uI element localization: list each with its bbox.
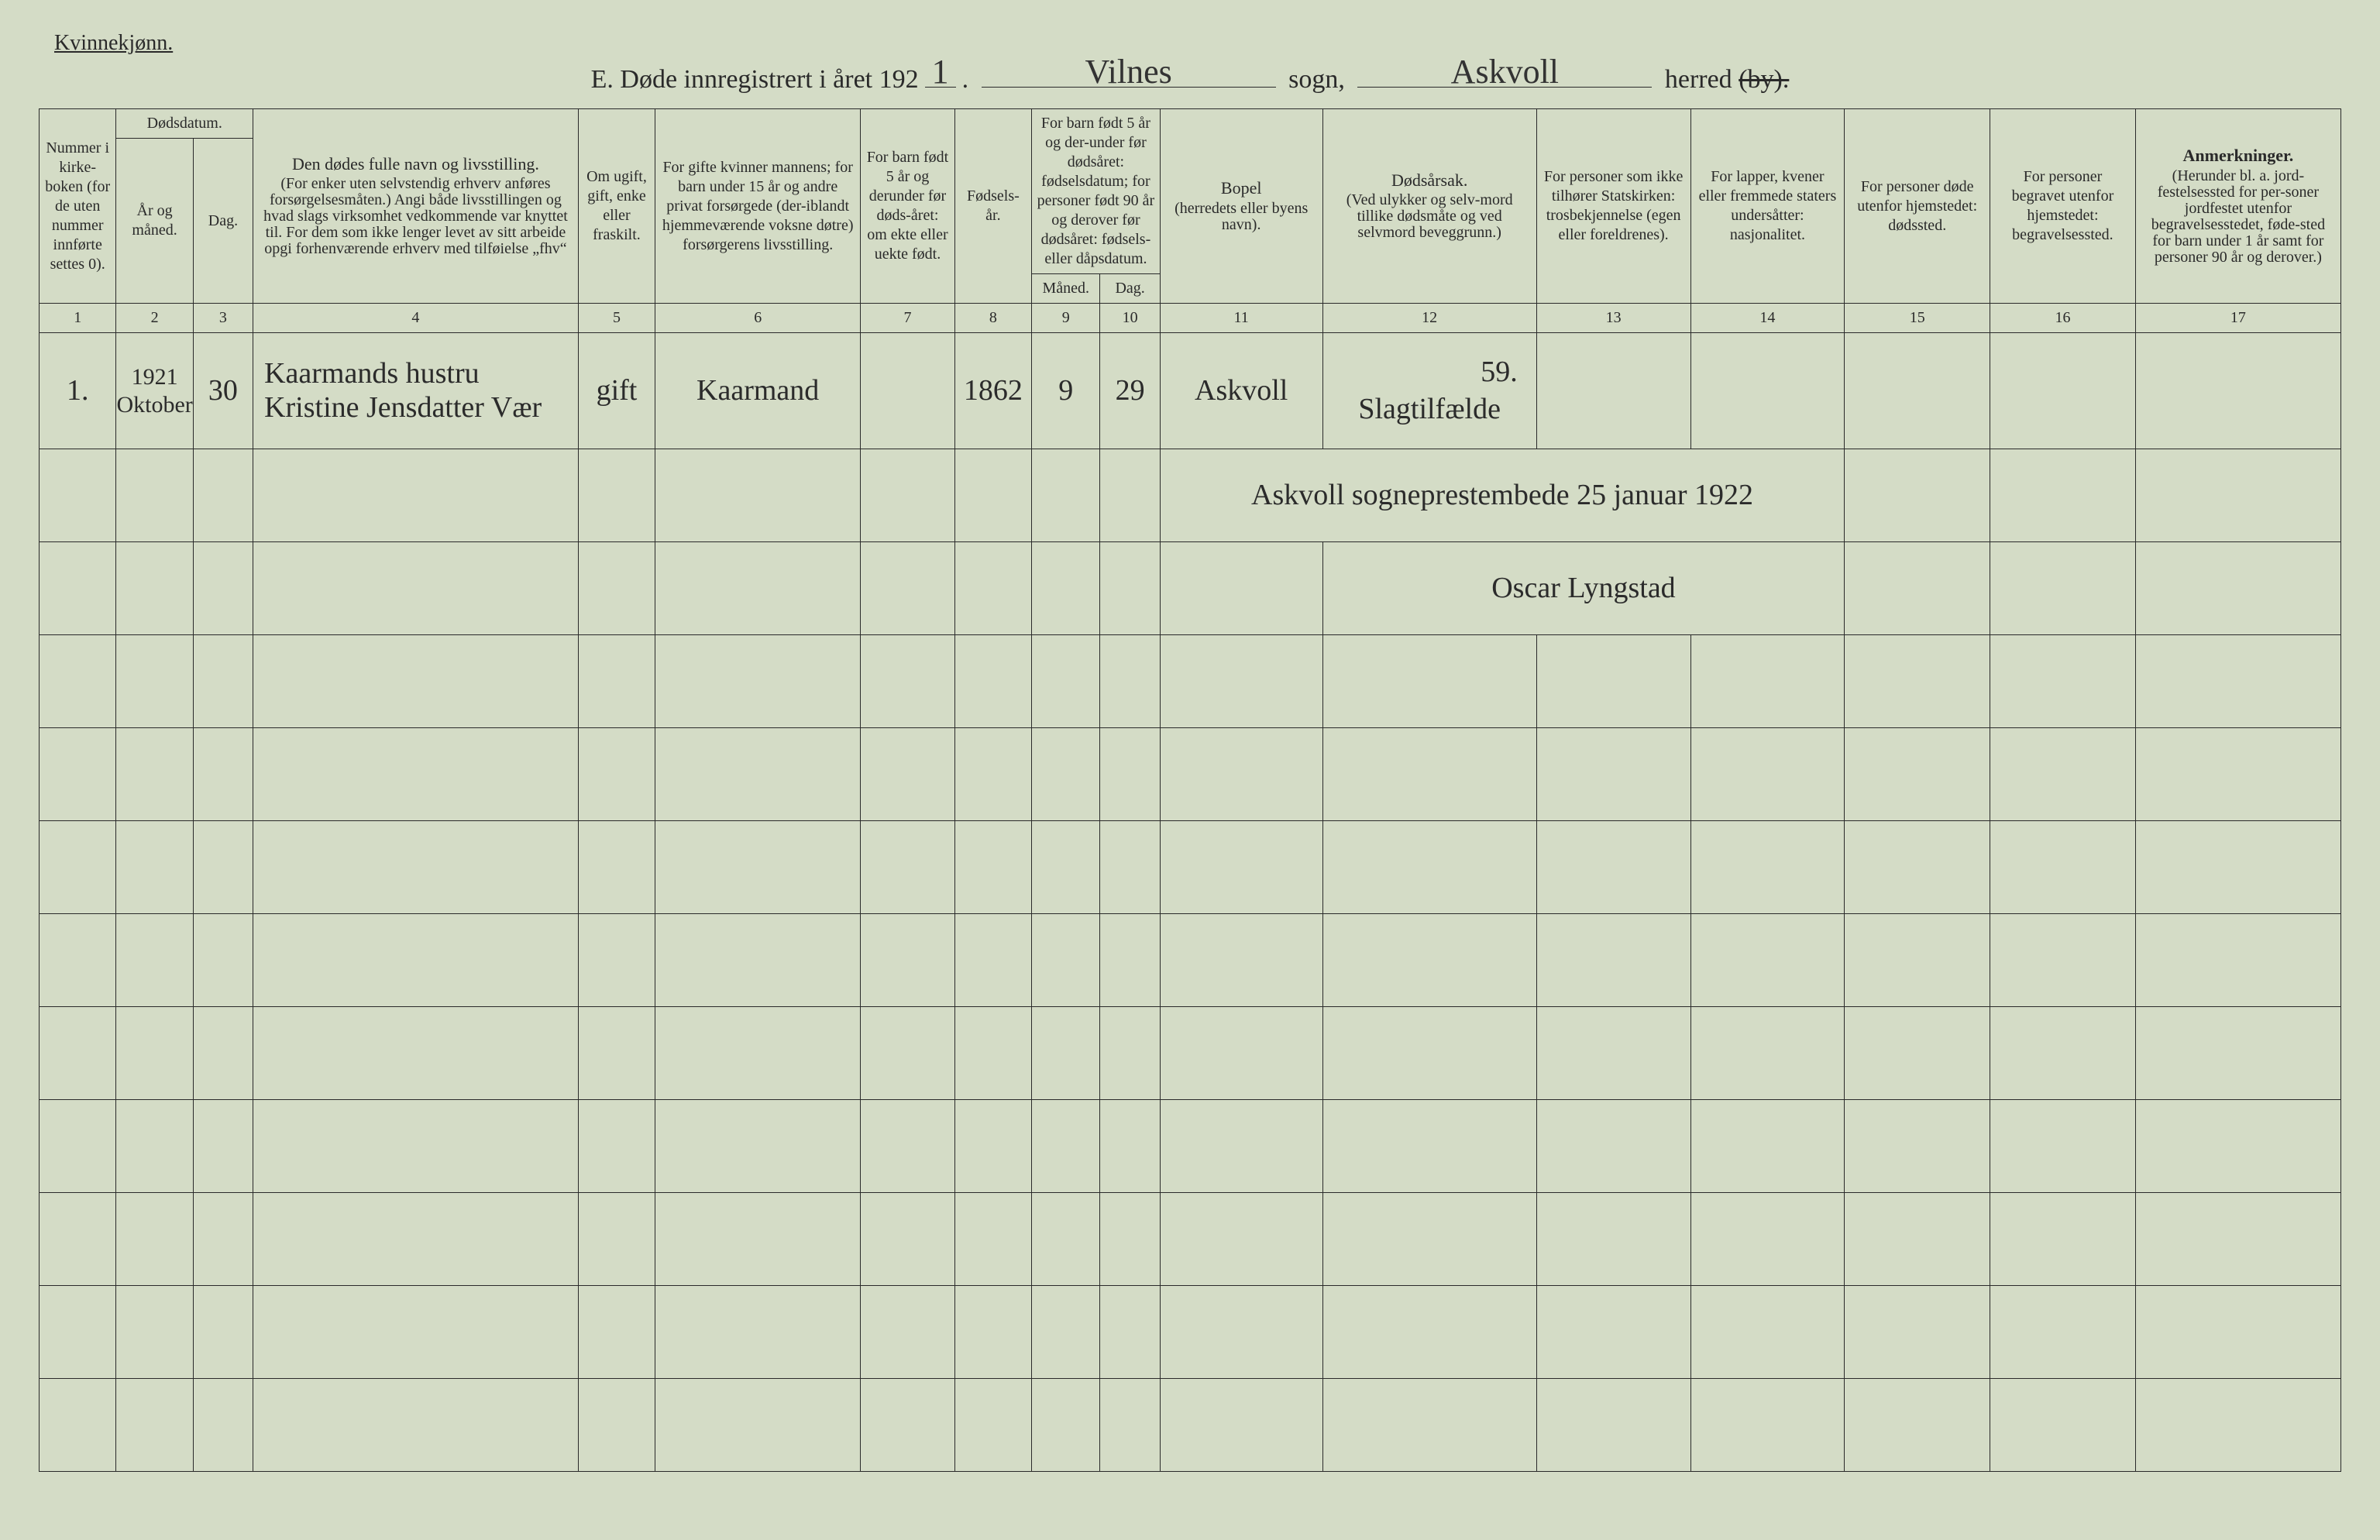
col-header: For personer som ikke tilhører Statskirk… [1536,109,1690,304]
name-bottom: Kristine Jensdatter Vær [264,393,542,424]
col4-sub: (For enker uten selvstendig erhverv anfø… [258,176,573,257]
ym-top: 1921 [132,365,178,390]
table-row [40,635,2341,728]
col-header: For gifte kvinner mannens; for barn unde… [655,109,861,304]
table-row [40,1286,2341,1379]
sogn-label: sogn, [1288,65,1345,94]
cell [1690,333,1845,449]
table-row: Askvoll sogneprestembede 25 januar 1922 [40,449,2341,542]
cell-provider: Kaarmand [655,333,861,449]
col-header: Om ugift, gift, enke eller fraskilt. [578,109,655,304]
col11-sub: (herredets eller byens navn). [1165,201,1318,233]
colnum: 4 [253,304,579,333]
col-header: Bopel (herredets eller byens navn). [1160,109,1322,304]
cell [2135,333,2340,449]
table-head: Nummer i kirke-boken (for de uten nummer… [40,109,2341,333]
cell-day: 30 [193,333,253,449]
colnum: 17 [2135,304,2340,333]
register-table: Nummer i kirke-boken (for de uten nummer… [39,108,2341,1472]
colnum: 2 [116,304,193,333]
col17-sub: (Herunder bl. a. jord-festelsessted for … [2141,168,2336,266]
table-row [40,1100,2341,1193]
colnum: 8 [954,304,1031,333]
colnum: 7 [861,304,954,333]
column-number-row: 1 2 3 4 5 6 7 8 9 10 11 12 13 14 15 16 1… [40,304,2341,333]
table-body: 1. 1921 Oktober 30 Kaarmands hustru Kris… [40,333,2341,1472]
cell-birthmonth: 9 [1032,333,1100,449]
colnum: 12 [1322,304,1536,333]
colnum: 16 [1990,304,2136,333]
sogn-hw: Vilnes [982,52,1276,91]
col-header: For personer døde utenfor hjemstedet: dø… [1845,109,1990,304]
colnum: 13 [1536,304,1690,333]
col-header: For personer begravet utenfor hjemstedet… [1990,109,2136,304]
table-row [40,821,2341,914]
cell [1990,333,2136,449]
sogn-blank: Vilnes [982,87,1276,88]
table-row [40,1379,2341,1472]
name-top: Kaarmands hustru [264,359,480,390]
title-prefix: E. Døde innregistrert i året 192 [591,65,919,94]
certification-signature: Oscar Lyngstad [1322,542,1845,635]
cell-birthyear: 1862 [954,333,1031,449]
table-row [40,728,2341,821]
cell-legit [861,333,954,449]
cell-cause: 59. Slagtilfælde [1322,333,1536,449]
colnum: 10 [1100,304,1160,333]
col17-title: Anmerkninger. [2183,146,2294,164]
colnum: 11 [1160,304,1322,333]
col11-title: Bopel [1221,179,1262,197]
cell-name: Kaarmands hustru Kristine Jensdatter Vær [253,333,579,449]
table-row: Oscar Lyngstad [40,542,2341,635]
cell-year-month: 1921 Oktober [116,333,193,449]
cell-number: 1. [40,333,116,449]
title-period: . [962,65,969,94]
cell [1536,333,1690,449]
col-header: Dødsårsak. (Ved ulykker og selv-mord til… [1322,109,1536,304]
colnum: 15 [1845,304,1990,333]
herred-label: herred [1665,65,1732,94]
col-header: Dødsdatum. [116,109,253,139]
register-page: Kvinnekjønn. E. Døde innregistrert i åre… [39,31,2341,1509]
cell-marital: gift [578,333,655,449]
col-header: Dag. [1100,274,1160,304]
table-row: 1. 1921 Oktober 30 Kaarmands hustru Kris… [40,333,2341,449]
col-header: Nummer i kirke-boken (for de uten nummer… [40,109,116,304]
ym-bottom: Oktober [116,393,192,418]
cause-text: Slagtilfælde [1358,391,1501,428]
cause-number: 59. [1481,354,1518,391]
colnum: 5 [578,304,655,333]
cell-residence: Askvoll [1160,333,1322,449]
colnum: 14 [1690,304,1845,333]
col-header: Fødsels-år. [954,109,1031,304]
by-struck: (by). [1739,65,1789,94]
col-header: År og måned. [116,139,193,304]
certification-place-date: Askvoll sogneprestembede 25 januar 1922 [1160,449,1845,542]
cell [1845,333,1990,449]
col-header: Den dødes fulle navn og livsstilling. (F… [253,109,579,304]
col4-title: Den dødes fulle navn og livsstilling. [292,155,539,173]
year-blank: 1 [925,87,956,88]
cell-birthday: 29 [1100,333,1160,449]
col-header: For lapper, kvener eller fremmede stater… [1690,109,1845,304]
col12-title: Dødsårsak. [1391,171,1467,189]
col-header: Anmerkninger. (Herunder bl. a. jord-fest… [2135,109,2340,304]
year-hw: 1 [925,52,956,91]
colnum: 1 [40,304,116,333]
col12-sub: (Ved ulykker og selv-mord tillike dødsmå… [1328,192,1532,241]
table-row [40,1193,2341,1286]
col-header: For barn født 5 år og derunder før døds-… [861,109,954,304]
herred-blank: Askvoll [1357,87,1652,88]
colnum: 6 [655,304,861,333]
colnum: 3 [193,304,253,333]
table-row [40,914,2341,1007]
col-header: Dag. [193,139,253,304]
colnum: 9 [1032,304,1100,333]
herred-hw: Askvoll [1357,52,1652,91]
col-header: For barn født 5 år og der-under før døds… [1032,109,1161,274]
col-header: Måned. [1032,274,1100,304]
table-row [40,1007,2341,1100]
title-line: E. Døde innregistrert i året 192 1. Vilne… [39,65,2341,95]
